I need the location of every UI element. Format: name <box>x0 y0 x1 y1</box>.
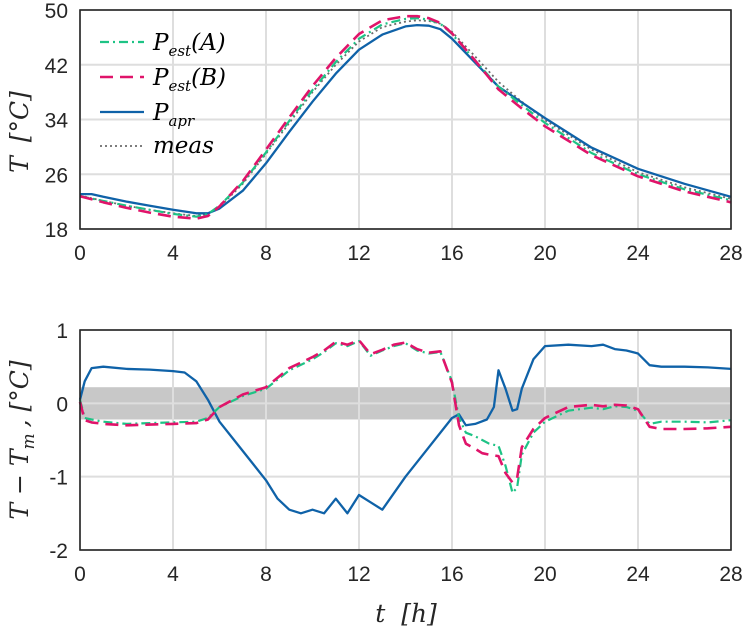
x-tick-label: 16 <box>440 563 463 586</box>
y-tick-label: 0 <box>56 393 68 416</box>
legend-label-b: Pest(B) <box>152 65 226 95</box>
bottom-ylabel: T − Tm , [°C] <box>5 360 39 520</box>
x-tick-label: 24 <box>626 242 650 265</box>
legend-label-apr: Papr <box>152 100 195 130</box>
x-tick-label: 20 <box>533 563 556 586</box>
bottom-grid <box>79 329 732 551</box>
x-tick-label: 4 <box>167 242 179 265</box>
y-tick-label: 34 <box>45 110 69 133</box>
top-ylabel-unit: [°C] <box>5 91 34 142</box>
y-tick-label: 50 <box>45 0 68 23</box>
y-tick-label: 18 <box>45 219 68 242</box>
x-tick-label: 20 <box>533 242 556 265</box>
series-line-apr <box>78 343 732 515</box>
legend-label-a: Pest(A) <box>152 30 226 60</box>
bottom-axes-frame <box>79 329 732 551</box>
legend-a-arg: (A) <box>191 30 226 56</box>
series-line-meas <box>79 19 732 217</box>
top-ylabel-main: T <box>5 154 34 173</box>
series-line-apr <box>80 23 732 215</box>
x-tick-label: 8 <box>260 242 272 265</box>
top-ylabel: T [°C] <box>5 91 34 173</box>
bottom-xlabel-main: t <box>375 599 386 628</box>
x-tick-label: 0 <box>74 242 86 265</box>
legend-b-main: P <box>152 65 169 91</box>
bottom-ylabel-unit: , [°C] <box>5 360 34 427</box>
top-series-lines <box>79 14 732 220</box>
x-tick-label: 12 <box>347 242 370 265</box>
top-axes-frame <box>79 9 732 230</box>
x-tick-label: 24 <box>626 563 650 586</box>
top-tick-labels: 0 4 8 12 16 20 24 28 18 26 34 42 50 <box>45 0 743 265</box>
series-line-A <box>78 339 732 494</box>
x-tick-label: 28 <box>719 242 742 265</box>
x-tick-label: 0 <box>74 563 86 586</box>
legend-a-main: P <box>152 30 169 56</box>
bottom-xlabel: t [h] <box>375 599 437 628</box>
x-tick-label: 4 <box>167 563 179 586</box>
bottom-ylabel-sub: m <box>19 433 39 449</box>
bottom-series-lines <box>78 338 732 515</box>
bottom-xlabel-unit: [h] <box>401 599 437 628</box>
x-tick-label: 16 <box>440 242 463 265</box>
series-line-B <box>79 14 732 220</box>
bottom-error-chart: 0 4 8 12 16 20 24 28 -2 -1 0 1 T − Tm , [°C] t [h] <box>5 320 743 628</box>
legend: Pest(A) Pest(B) Papr meas <box>100 30 226 159</box>
x-tick-label: 8 <box>260 563 272 586</box>
x-tick-label: 28 <box>719 563 742 586</box>
x-tick-label: 12 <box>347 563 370 586</box>
legend-a-sub: est <box>168 42 192 60</box>
y-tick-label: 26 <box>45 164 68 187</box>
bottom-ylabel-main: T − T <box>5 447 34 520</box>
legend-apr-main: P <box>152 100 169 126</box>
series-line-A <box>79 17 732 218</box>
legend-apr-sub: apr <box>168 112 195 130</box>
bottom-tick-labels: 0 4 8 12 16 20 24 28 -2 -1 0 1 <box>49 320 742 586</box>
series-line-B <box>78 338 732 484</box>
y-tick-label: -2 <box>49 540 68 563</box>
legend-b-arg: (B) <box>191 65 226 91</box>
legend-label-meas: meas <box>153 133 214 159</box>
y-tick-label: 1 <box>56 320 68 343</box>
y-tick-label: 42 <box>45 55 68 78</box>
legend-b-sub: est <box>168 77 192 95</box>
y-tick-label: -1 <box>49 467 68 490</box>
